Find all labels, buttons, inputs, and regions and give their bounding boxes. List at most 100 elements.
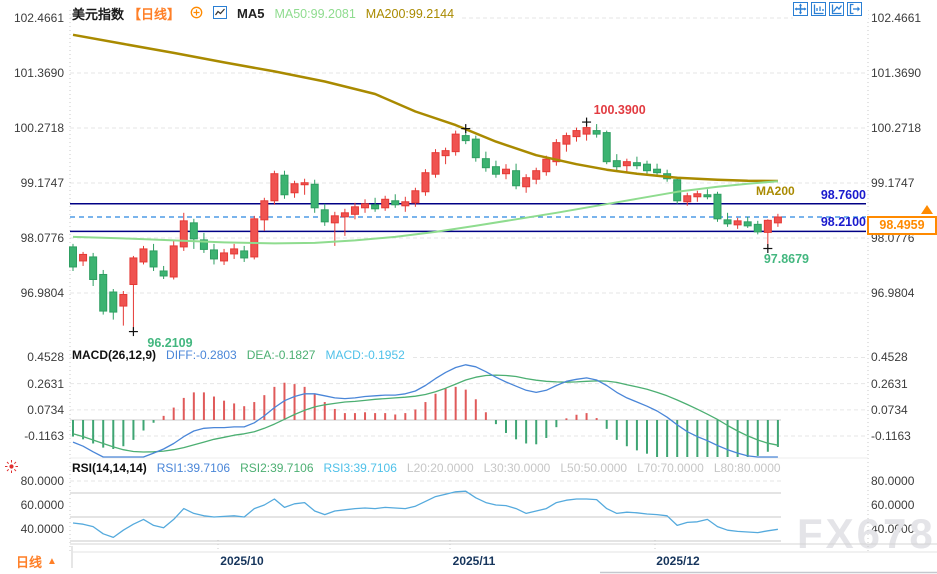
axis-label: 96.9804 [20,286,64,300]
candle-body [502,168,511,175]
candle-body [733,220,742,226]
axis-label: 0.0734 [27,402,64,417]
candle-body [361,203,370,209]
candle-body [673,179,682,202]
candle-body [199,239,208,250]
candle-body [431,152,440,175]
candle-body [250,218,259,258]
candle-body [713,193,722,220]
candle-body [149,250,158,268]
rsi-line [72,490,778,539]
axis-label: 96.9804 [871,286,915,300]
watermark: FX678 [797,510,936,557]
ma50-line [72,180,778,245]
candle-body [622,161,631,167]
candle-body [411,190,420,204]
candle-body [461,135,470,142]
axis-label: 80.0000 [871,474,915,488]
candle-body [642,163,651,172]
candle-body [703,194,712,198]
axis-label: 60.0000 [871,498,915,512]
axis-label: 40.0000 [20,522,64,536]
candle-body [330,215,339,224]
candle-body [260,200,269,221]
candle-body [350,206,359,215]
candle-body [592,130,601,135]
candle-body [320,209,329,223]
candle-body [169,245,178,278]
tab-daily-label: 日线 [16,555,43,570]
candle-body [421,172,430,193]
axis-label: 0.4528 [27,350,64,365]
candle-body [89,256,98,280]
candle-body [572,130,581,138]
candle-body [290,183,299,194]
axis-label: -0.1163 [871,429,911,444]
candle-body [582,127,591,135]
candle-body [401,201,410,207]
axis-label: 60.0000 [20,498,64,512]
candle-body [612,160,621,168]
candle-body [693,193,702,198]
toolbar [793,2,868,19]
axis-label: 0.4528 [871,350,908,365]
candle-body [209,249,218,260]
candle-body [723,219,732,225]
axis-label: 101.3690 [13,65,64,80]
axis-label: 80.0000 [20,474,64,488]
candle-body [310,183,319,209]
candle-body [179,220,188,248]
macd-dea-line [72,374,779,453]
trend-icon[interactable] [829,2,844,19]
axis-label: 40.0000 [871,522,915,536]
axis-label: 101.3690 [871,65,922,80]
candle-body [763,219,772,233]
candle-body [471,138,480,159]
axis-label: 0.0734 [871,402,908,417]
candle-body [773,216,782,224]
candle-body [270,173,279,202]
candle-body [441,150,450,157]
exit-icon[interactable] [847,2,862,19]
axis-label: 0.2631 [27,376,64,391]
candle-body [542,158,551,173]
candle-body [451,133,460,153]
candle-body [743,221,752,227]
tab-daily[interactable]: 日线 ▲ [16,552,57,571]
axis-label: 100.2718 [871,121,922,135]
candle-body [512,170,521,187]
candle-body [381,198,390,209]
axis-label: 0.2631 [871,376,908,391]
candle-body [69,246,77,268]
axis-label: 102.4661 [871,10,922,25]
candle-body [119,294,128,307]
ma200-line [72,33,778,183]
candle-body [99,273,108,312]
candle-body [139,248,148,263]
axis-label: 99.1747 [871,176,915,190]
axis-label: 98.0776 [20,231,64,245]
candle-body [240,250,249,259]
candle-body [280,174,289,196]
candle-body [602,132,611,163]
candle-body [220,252,229,262]
candle-body [632,162,641,167]
candle-body [230,248,239,255]
candle-body [371,204,380,210]
indicator-settings-icon[interactable] [3,458,20,480]
axis-label: 100.2718 [13,121,64,135]
candle-body [159,270,168,277]
candle-body [391,200,400,206]
axis-label: 99.1747 [20,176,64,190]
candle-body [481,158,490,169]
candle-body [532,170,541,180]
candle-body [109,291,118,313]
axis-scale-icon[interactable] [811,2,826,19]
crosshair-icon[interactable] [793,2,808,19]
candle-body [340,212,349,218]
candle-body [79,253,88,262]
macd-diff-line [72,364,778,458]
tab-collapse-icon: ▲ [47,556,57,567]
candle-body [653,168,662,174]
